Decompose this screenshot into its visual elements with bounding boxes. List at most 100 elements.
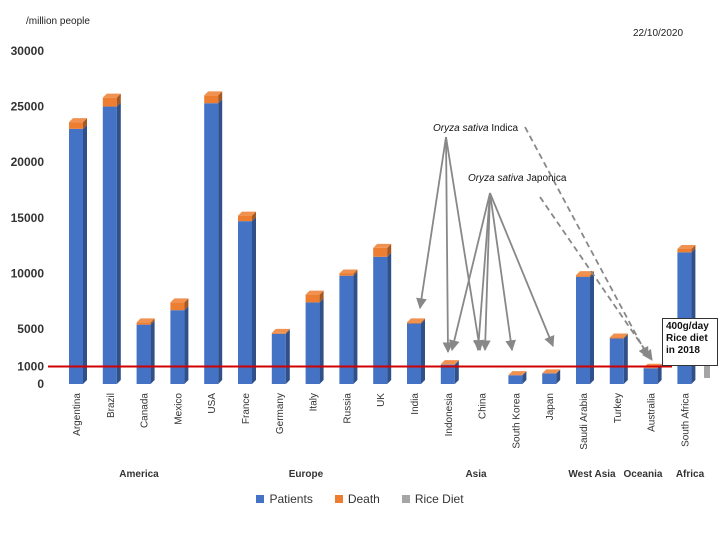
- region-labels: America Europe Asia West Asia Oceania Africa: [119, 469, 704, 480]
- bar-top: [576, 271, 594, 276]
- x-tick-label: Indonesia: [444, 393, 455, 437]
- bar-segment-death: [102, 97, 117, 107]
- bar-segment-patients: [305, 302, 320, 384]
- bar-side: [116, 102, 121, 384]
- bar-side: [252, 211, 256, 222]
- bar-saudi-arabia: [576, 271, 594, 384]
- bar-uk: [373, 243, 392, 384]
- bar-top: [170, 298, 189, 303]
- region-label: Asia: [465, 469, 487, 480]
- bar-turkey: [609, 333, 628, 384]
- bar-side: [522, 371, 527, 376]
- bar-segment-patients: [609, 338, 624, 384]
- x-tick-label: Italy: [309, 393, 320, 411]
- bar-side: [218, 99, 223, 385]
- bar-side: [353, 269, 358, 276]
- bar-top: [440, 360, 459, 365]
- legend: Patients Death Rice Diet: [0, 490, 720, 508]
- dashed-arrow-australia-1: [524, 126, 649, 358]
- y-tick-label: 15000: [11, 211, 45, 225]
- bar-side: [522, 371, 527, 384]
- y-tick-label: 10000: [11, 266, 45, 280]
- indica-arrow-indonesia: [442, 136, 454, 354]
- bar-side: [454, 360, 459, 384]
- bar-side: [623, 334, 628, 384]
- x-tick-label: Australia: [647, 393, 658, 432]
- bar-top: [677, 244, 696, 249]
- japonica-arrow-south-korea: [489, 192, 516, 352]
- bar-side: [116, 93, 121, 107]
- x-tick-label: Turkey: [613, 393, 624, 423]
- bar-segment-death: [69, 122, 83, 129]
- legend-label-rice-diet: Rice Diet: [414, 492, 464, 506]
- bar-top: [542, 369, 561, 374]
- x-tick-label: South Korea: [511, 393, 522, 449]
- region-label: Oceania: [624, 469, 663, 480]
- bar-top: [305, 290, 324, 295]
- rice-diet-box: 400g/day Rice diet in 2018: [662, 318, 718, 366]
- bar-side: [691, 244, 696, 253]
- bar-top: [136, 318, 155, 323]
- bar-argentina: [69, 118, 87, 385]
- x-tick-label: India: [410, 393, 421, 415]
- annotation-arrows: [416, 126, 653, 361]
- bar-side: [421, 319, 425, 384]
- bar-segment-patients: [170, 310, 185, 384]
- x-tick-label: Argentina: [72, 393, 83, 436]
- region-label: America: [119, 469, 159, 480]
- bar-segment-patients: [136, 324, 151, 384]
- bar-brazil: [102, 93, 121, 384]
- japonica-annotation: Oryza sativa Japonica: [468, 173, 567, 184]
- japonica-arrow-china-2: [479, 192, 491, 352]
- bar-canada: [136, 318, 155, 384]
- rice-box-line2: Rice diet: [666, 333, 708, 344]
- bar-top: [271, 328, 290, 333]
- bar-side: [184, 298, 189, 311]
- legend-swatch-patients: [256, 495, 265, 503]
- x-tick-label: Saudi Arabia: [579, 393, 590, 450]
- bar-segment-death: [238, 215, 252, 222]
- bar-top: [609, 333, 628, 338]
- bar-russia: [339, 269, 358, 384]
- rice-box-line3: in 2018: [666, 345, 700, 356]
- x-tick-label: France: [241, 393, 252, 425]
- x-tick-label: Russia: [342, 393, 353, 424]
- dashed-arrow-australia-2: [539, 196, 653, 361]
- y-tick-label: 0: [37, 377, 44, 391]
- bar-side: [556, 369, 561, 374]
- bar-top: [238, 211, 256, 216]
- bar-segment-death: [609, 337, 624, 339]
- bar-side: [556, 369, 561, 384]
- y-axis: 0 1000 5000 10000 15000 20000 25000 30000: [11, 44, 45, 391]
- bar-side: [590, 272, 594, 384]
- region-label: Africa: [676, 469, 705, 480]
- x-tick-label: China: [478, 393, 489, 420]
- legend-swatch-rice-diet: [401, 495, 410, 503]
- japonica-arrow-japan: [489, 192, 555, 347]
- bar-side: [285, 328, 290, 334]
- bar-side: [285, 329, 290, 384]
- legend-item-patients: Patients: [256, 490, 313, 508]
- legend-swatch-death: [334, 495, 343, 503]
- bar-segment-patients: [238, 221, 252, 384]
- x-tick-label: South Africa: [680, 393, 691, 447]
- bar-segment-death: [136, 322, 151, 325]
- bar-indonesia: [440, 360, 459, 384]
- bar-side: [657, 364, 662, 384]
- y-tick-label: 25000: [11, 100, 45, 114]
- bar-side: [387, 252, 392, 384]
- unit-label: /million people: [26, 16, 90, 27]
- japonica-arrow-china: [473, 192, 491, 352]
- x-tick-label: UK: [376, 393, 387, 407]
- bar-segment-patients: [102, 106, 117, 384]
- bar-side: [319, 290, 324, 303]
- bar-mexico: [170, 298, 189, 384]
- japonica-arrow-indonesia: [449, 192, 491, 352]
- bar-top: [407, 318, 425, 323]
- bar-side: [184, 306, 189, 384]
- bar-side: [83, 124, 87, 385]
- bar-japan: [542, 369, 561, 384]
- legend-item-death: Death: [334, 490, 380, 508]
- bar-segment-patients: [373, 256, 388, 384]
